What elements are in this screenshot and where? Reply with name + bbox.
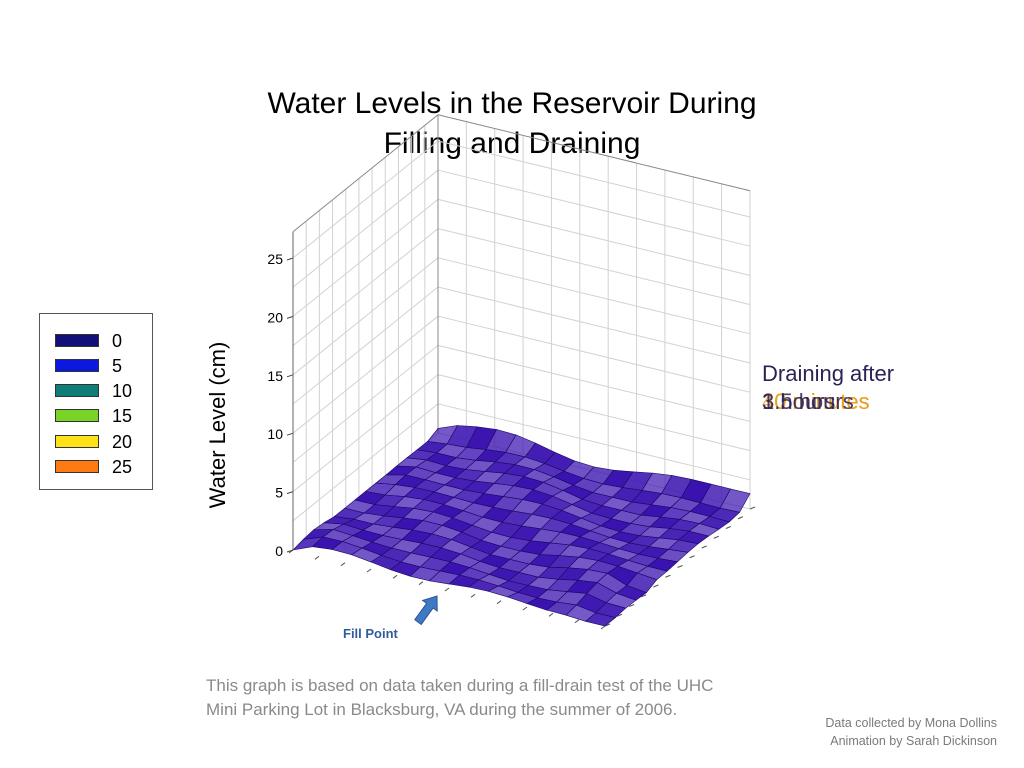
z-tick-label: 10 xyxy=(267,426,283,442)
y-tick xyxy=(749,506,756,510)
x-tick xyxy=(418,581,424,586)
x-tick xyxy=(574,619,580,624)
z-tick-label: 5 xyxy=(275,485,283,501)
caption: This graph is based on data taken during… xyxy=(206,674,826,722)
legend-swatch xyxy=(55,435,99,448)
legend-label: 15 xyxy=(112,406,133,426)
color-legend: 0 5 10 15 20 25 xyxy=(39,313,153,490)
y-tick xyxy=(653,584,659,588)
credit-line-1: Data collected by Mona Dollins xyxy=(825,716,997,730)
draining-label: Draining after xyxy=(762,361,895,386)
legend-swatch xyxy=(55,384,99,397)
z-axis-label: Water Level (cm) xyxy=(205,341,230,509)
y-tick xyxy=(641,594,647,598)
grid-line xyxy=(437,198,751,276)
arrow-icon xyxy=(414,595,438,626)
grid-line xyxy=(437,344,751,422)
x-tick xyxy=(522,606,528,611)
caption-line-2: Mini Parking Lot in Blacksburg, VA durin… xyxy=(206,700,678,719)
grid-line xyxy=(292,315,439,434)
legend-swatch xyxy=(55,334,99,347)
grid-line xyxy=(437,140,751,218)
fill-point-arrow xyxy=(414,595,438,626)
z-axis: 0 5 10 15 20 25 xyxy=(267,231,294,559)
plot-floor xyxy=(288,506,756,630)
z-tick-label: 20 xyxy=(267,309,283,325)
grid-line xyxy=(437,315,751,393)
grid-line xyxy=(292,374,439,492)
draining-time: 1.5 hours xyxy=(762,389,854,414)
x-tick xyxy=(314,555,320,560)
x-tick xyxy=(366,568,372,573)
y-tick xyxy=(628,604,635,607)
grid-line xyxy=(437,374,751,452)
wall-edge xyxy=(437,114,751,192)
z-tick xyxy=(286,374,294,378)
chart-title-line-1: Water Levels in the Reservoir During xyxy=(267,87,757,120)
y-tick xyxy=(701,545,707,549)
y-tick xyxy=(689,555,695,559)
x-tick xyxy=(496,600,502,605)
draining-time: 40 minutes xyxy=(762,389,870,414)
x-tick xyxy=(444,587,450,592)
z-tick-label: 25 xyxy=(267,251,283,267)
legend-label: 20 xyxy=(112,432,133,452)
grid-line xyxy=(292,169,439,288)
z-tick-label: 15 xyxy=(267,368,283,384)
grid-line xyxy=(437,169,751,247)
legend-swatch xyxy=(55,409,99,422)
y-tick xyxy=(616,613,623,617)
x-tick xyxy=(470,593,476,598)
y-tick xyxy=(737,516,744,520)
grid-line xyxy=(292,228,439,346)
grid-line xyxy=(292,257,439,376)
legend-label: 5 xyxy=(112,356,123,376)
caption-line-1: This graph is based on data taken during… xyxy=(206,676,714,695)
z-tick xyxy=(286,257,294,261)
draining-annotation: Draining after 30 minutes 40 minutes 3 h… xyxy=(762,360,894,416)
x-tick xyxy=(548,612,554,617)
x-tick xyxy=(392,574,398,579)
grid-line xyxy=(437,286,751,364)
z-tick xyxy=(286,549,294,553)
credit-line-2: Animation by Sarah Dickinson xyxy=(830,734,997,748)
grid-line xyxy=(437,228,751,306)
chart-title: Water Levels in the Reservoir During Fil… xyxy=(200,84,824,164)
grid-line xyxy=(292,140,439,259)
y-tick xyxy=(725,526,732,529)
y-tick xyxy=(665,574,671,578)
z-tick xyxy=(286,432,294,436)
y-tick xyxy=(713,535,719,539)
legend-swatch xyxy=(55,359,99,372)
legend-label: 10 xyxy=(112,381,133,401)
fill-point-label: Fill Point xyxy=(343,626,398,641)
credits: Data collected by Mona Dollins Animation… xyxy=(825,714,997,750)
draining-time: 3 hours xyxy=(762,389,836,414)
wall-edge xyxy=(292,114,439,233)
legend-swatch xyxy=(55,460,99,473)
legend-label: 25 xyxy=(112,457,133,477)
y-tick xyxy=(677,565,683,568)
grid-line xyxy=(292,286,439,405)
x-tick xyxy=(340,562,346,567)
z-tick xyxy=(286,491,294,495)
z-tick-label: 0 xyxy=(275,543,283,559)
grid-line xyxy=(292,199,439,317)
draining-times: 30 minutes 40 minutes 3 hours 1.5 hours xyxy=(762,388,894,416)
draining-time: 30 minutes xyxy=(762,389,870,414)
x-tick xyxy=(600,625,606,630)
grid-line xyxy=(292,403,439,522)
grid-line xyxy=(437,257,751,335)
water-surface xyxy=(292,425,751,627)
grid-line xyxy=(437,403,751,481)
grid-line xyxy=(292,345,439,463)
legend-label: 0 xyxy=(112,331,123,351)
z-tick xyxy=(286,315,294,319)
surface-patch xyxy=(584,612,617,627)
